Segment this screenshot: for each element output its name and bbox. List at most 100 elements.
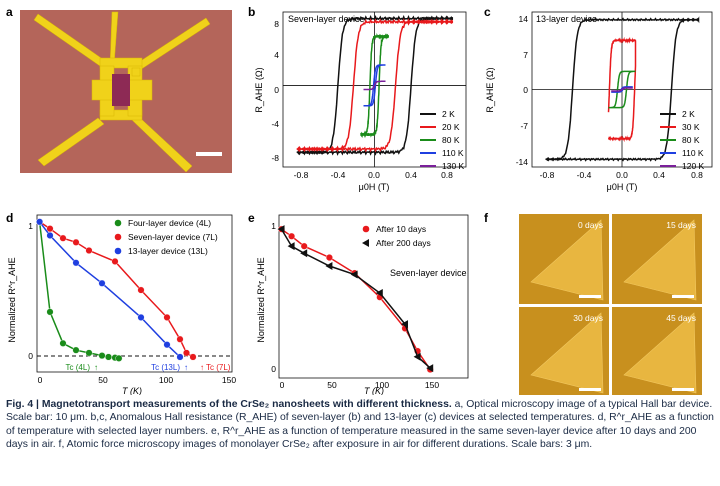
tc-arrow-icon: ↑ <box>94 363 98 372</box>
tc-arrow-icon: ↑ <box>200 363 204 372</box>
scale-bar <box>579 295 601 298</box>
legend-entry: 30 K <box>682 122 700 132</box>
x-tick-label: 150 <box>222 375 236 385</box>
series-line <box>545 16 700 162</box>
legend-entry: Four-layer device (4L) <box>128 218 211 228</box>
data-point <box>59 339 67 347</box>
y-tick-label: 1 <box>28 221 33 231</box>
series-line <box>363 80 386 91</box>
y-axis-label: R_AHE (Ω) <box>485 67 495 112</box>
afm-tile: 0 days <box>519 214 609 304</box>
legend-entry: 130 K <box>442 161 465 171</box>
data-point <box>413 352 421 361</box>
tc-label-13l: Tc (13L) <box>151 363 180 372</box>
tc-arrow-icon: ↑ <box>184 363 188 372</box>
tc-label-4l: Tc (4L) <box>66 363 91 372</box>
data-point <box>46 225 54 233</box>
figure-canvas: a b Seven-layer device R_AHE (Ω) μ0H (T)… <box>6 5 713 395</box>
data-point <box>115 354 123 362</box>
data-point <box>401 320 408 329</box>
data-point <box>72 346 80 354</box>
legend-entry: 20 K <box>442 122 460 132</box>
series-line <box>611 87 633 92</box>
x-tick-label: -0.8 <box>540 170 555 180</box>
data-point <box>163 341 171 349</box>
x-tick-label: -0.4 <box>331 170 346 180</box>
x-tick-label: 0.8 <box>441 170 453 180</box>
annotation: Seven-layer device <box>390 268 467 278</box>
data-point <box>426 364 434 373</box>
y-tick-label: -14 <box>516 157 529 167</box>
x-tick-label: 0.8 <box>691 170 703 180</box>
legend-swatch <box>362 239 369 247</box>
data-point <box>325 254 333 262</box>
series-line <box>363 64 386 107</box>
afm-label: 45 days <box>666 313 696 323</box>
y-tick-label: -8 <box>271 153 279 163</box>
caption-body: a, Optical microscopy image of a typical… <box>6 399 714 451</box>
legend-swatch <box>114 219 122 227</box>
x-tick-label: 100 <box>375 380 389 390</box>
legend-swatch <box>114 233 122 241</box>
legend-entry: After 10 days <box>376 224 426 234</box>
legend-entry: 80 K <box>442 135 460 145</box>
scale-bar <box>579 388 601 391</box>
data-point <box>176 335 184 343</box>
data-point <box>300 242 308 250</box>
x-tick-label: 0 <box>280 380 285 390</box>
legend-entry: 120 K <box>682 161 705 171</box>
panel-letter-d: d <box>6 211 13 225</box>
legend-entry: Seven-layer device (7L) <box>128 232 218 242</box>
data-point <box>189 353 197 361</box>
data-point <box>350 270 358 279</box>
legend-swatch <box>114 247 122 255</box>
panel-letter-a: a <box>6 5 13 19</box>
x-axis-label: T (K) <box>364 386 384 395</box>
data-point <box>98 279 106 287</box>
data-point <box>72 238 80 246</box>
data-point <box>182 349 190 357</box>
series-line <box>608 70 636 109</box>
y-tick-label: -7 <box>520 121 528 131</box>
series-line <box>607 36 637 143</box>
data-point <box>137 313 145 321</box>
series-line <box>611 86 633 93</box>
series-line <box>39 221 194 358</box>
data-point <box>288 232 296 240</box>
afm-label: 0 days <box>578 220 603 230</box>
afm-tile: 45 days <box>612 307 702 395</box>
data-point <box>163 313 171 321</box>
y-tick-label: 0 <box>274 85 279 95</box>
legend-entry: 80 K <box>682 135 700 145</box>
data-point <box>325 262 333 271</box>
data-point <box>111 257 119 265</box>
data-point <box>300 249 308 258</box>
panel-letter-b: b <box>248 5 255 19</box>
hysteresis-chart-b: Seven-layer device R_AHE (Ω) μ0H (T) 8 4… <box>254 11 467 192</box>
series-line <box>281 228 431 370</box>
y-tick-label: 8 <box>274 19 279 29</box>
afm-images: 0 days 15 days 30 days 45 days <box>519 214 702 395</box>
x-tick-label: -0.8 <box>294 170 309 180</box>
legend-entry: 110 K <box>442 148 464 158</box>
y-tick-label: 4 <box>274 50 279 60</box>
x-tick-label: 0.0 <box>616 170 628 180</box>
hysteresis-chart-c: 13-layer device R_AHE (Ω) μ0H (T) 14 7 0… <box>485 11 713 192</box>
series-line <box>296 18 454 153</box>
x-axis-label: μ0H (T) <box>607 182 638 192</box>
chart-title: Seven-layer device <box>288 14 365 24</box>
series-line <box>360 32 389 139</box>
x-tick-label: 0 <box>38 375 43 385</box>
series-line <box>296 14 454 156</box>
y-tick-label: 0 <box>271 364 276 374</box>
caption-title: Fig. 4 | Magnetotransport measurements o… <box>6 399 452 410</box>
tc-label-7l: Tc (7L) <box>206 363 231 372</box>
afm-tile: 15 days <box>612 214 702 304</box>
data-point <box>104 353 112 361</box>
temperature-chart-d: Normalized R^r_AHE T (K) 1 0 0 50 100 15… <box>7 214 236 395</box>
data-point <box>176 353 184 361</box>
x-tick-label: 0.4 <box>405 170 417 180</box>
y-axis-label: Normalized R^r_AHE <box>256 257 266 342</box>
x-tick-label: -0.4 <box>577 170 592 180</box>
figure-caption: Fig. 4 | Magnetotransport measurements o… <box>6 398 714 452</box>
